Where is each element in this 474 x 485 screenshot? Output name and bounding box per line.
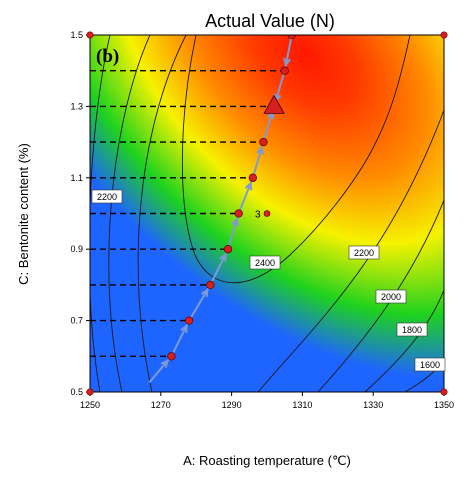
panel-label: (b): [96, 46, 119, 67]
svg-text:2000: 2000: [381, 292, 401, 302]
center-point: [263, 210, 271, 217]
svg-text:2200: 2200: [354, 248, 374, 258]
svg-text:2400: 2400: [255, 258, 275, 268]
path-arrowhead: [160, 359, 170, 368]
guide-lines: [90, 69, 285, 357]
chart-title: Actual Value (N): [205, 11, 335, 31]
svg-text:1600: 1600: [420, 360, 440, 370]
path-point: [234, 209, 243, 218]
design-point: [440, 388, 448, 396]
contour-label-2200-left: 2200: [91, 189, 123, 204]
contour-line-2200-right: [257, 109, 444, 392]
path-arrowhead: [231, 217, 240, 227]
center-point-label: 3: [255, 210, 261, 221]
contour-line-left-inner: [137, 35, 187, 392]
design-point: [86, 388, 94, 396]
path-point: [248, 173, 257, 182]
x-axis-label: A: Roasting temperature (℃): [183, 453, 351, 468]
optimization-path: [148, 35, 293, 383]
x-tick-label: 1310: [292, 400, 312, 410]
design-points: [86, 31, 448, 396]
path-arrowhead: [256, 145, 264, 155]
path-arrowhead: [200, 288, 209, 298]
path-point: [206, 280, 215, 290]
path-points: [167, 35, 296, 361]
x-tick-label: 1250: [80, 400, 100, 410]
x-axis: 1250 1270 1290 1310 1330 1350: [80, 392, 454, 410]
y-tick-label: 1.3: [70, 101, 83, 111]
contour-label-1600: 1600: [414, 357, 446, 372]
y-tick-label: 1.1: [70, 173, 83, 183]
plot-area: [90, 35, 444, 392]
contour-label-2000: 2000: [375, 289, 407, 304]
x-tick-label: 1330: [363, 400, 383, 410]
contour-label-2200-right: 2200: [348, 245, 380, 260]
path-arrowhead: [219, 252, 227, 262]
contour-line-1800: [364, 289, 444, 392]
y-tick-label: 0.7: [70, 316, 83, 326]
y-tick-label: 1.5: [70, 30, 83, 40]
contour-line-left-outer: [90, 35, 111, 392]
contour-label-1800: 1800: [396, 322, 428, 337]
plot-frame: [89, 34, 445, 393]
path-arrowhead: [244, 181, 253, 191]
path-point: [184, 316, 194, 325]
path-point: [223, 245, 233, 254]
x-tick-label: 1290: [222, 400, 242, 410]
optimum-marker: [263, 94, 285, 114]
x-tick-label: 1350: [434, 400, 454, 410]
contour-label-boxes: 2200 2400 2200 2000 1800 1600: [91, 189, 446, 372]
contour-line-2400-ellipse: [181, 35, 411, 284]
y-tick-label: 0.5: [70, 387, 83, 397]
path-point: [167, 352, 176, 361]
svg-text:2200: 2200: [97, 192, 117, 202]
design-point: [86, 31, 94, 39]
svg-text:1800: 1800: [402, 325, 422, 335]
path-point: [259, 137, 268, 147]
y-tick-label: 0.9: [70, 244, 83, 254]
contour-line-2000: [317, 199, 444, 392]
design-point: [440, 31, 448, 39]
contour-label-2400: 2400: [249, 255, 281, 270]
path-arrowhead: [180, 323, 188, 333]
x-tick-label: 1270: [151, 400, 171, 410]
y-axis-label: C: Bentonite content (%): [16, 143, 31, 285]
path-point: [280, 66, 289, 75]
path-arrowhead: [283, 57, 291, 68]
y-axis: 0.5 0.7 0.9 1.1 1.3 1.5: [70, 30, 90, 397]
